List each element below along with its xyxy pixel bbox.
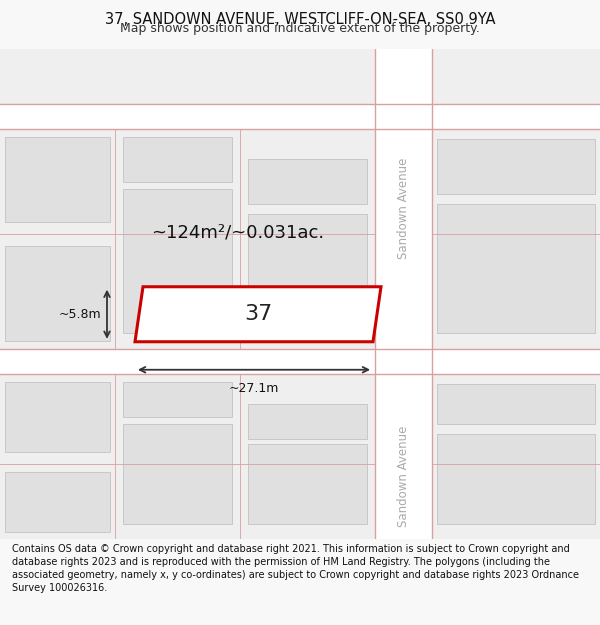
Bar [5,137,110,222]
Bar [5,472,110,532]
Bar [0,104,600,129]
Bar [437,204,595,332]
Bar [123,382,232,417]
Text: ~27.1m: ~27.1m [229,382,279,395]
Bar [5,246,110,341]
Bar [0,349,600,374]
Text: 37: 37 [244,304,272,324]
Bar [248,444,367,524]
Text: Sandown Avenue: Sandown Avenue [397,158,410,259]
Polygon shape [135,287,381,342]
Bar [123,137,232,182]
Text: ~5.8m: ~5.8m [58,308,101,321]
Text: Map shows position and indicative extent of the property.: Map shows position and indicative extent… [120,22,480,35]
Bar [437,434,595,524]
Bar [5,382,110,452]
Bar [375,49,432,539]
Bar [437,139,595,194]
Text: ~124m²/~0.031ac.: ~124m²/~0.031ac. [151,224,325,242]
Bar [437,384,595,424]
Text: 37, SANDOWN AVENUE, WESTCLIFF-ON-SEA, SS0 9YA: 37, SANDOWN AVENUE, WESTCLIFF-ON-SEA, SS… [105,12,495,27]
Text: Contains OS data © Crown copyright and database right 2021. This information is : Contains OS data © Crown copyright and d… [12,544,579,593]
Bar [248,214,367,332]
Bar [123,424,232,524]
Text: Sandown Avenue: Sandown Avenue [397,426,410,527]
Bar [248,159,367,204]
Bar [248,404,367,439]
Bar [123,189,232,332]
